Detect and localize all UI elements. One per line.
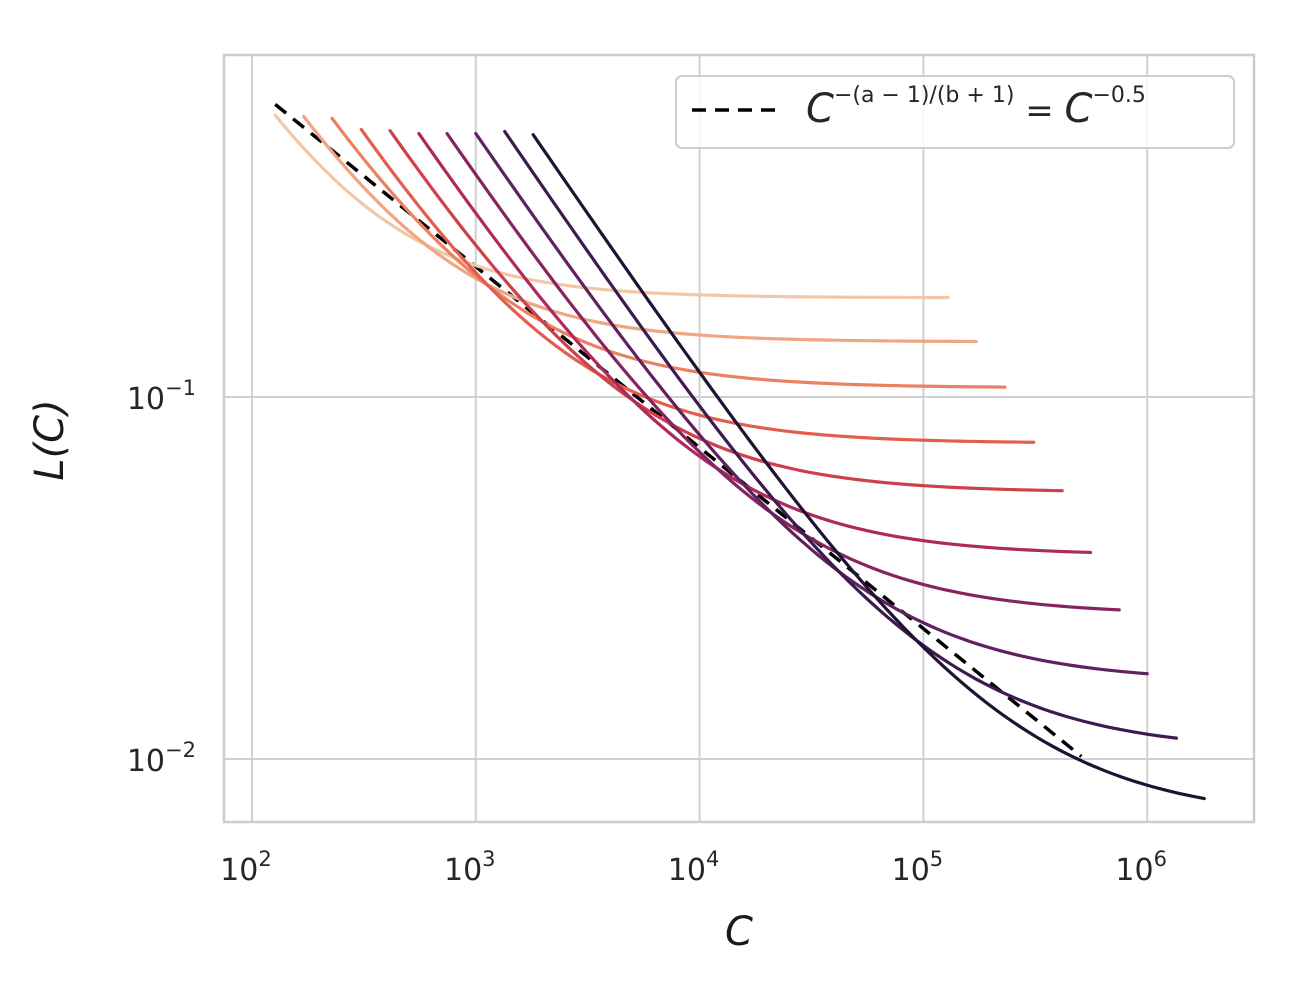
y-tick-base: 10: [127, 744, 165, 779]
x-tick-label: 104: [668, 847, 720, 888]
y-tick-exponent: −2: [165, 738, 196, 762]
plot-area: [224, 55, 1254, 822]
x-tick-exponent: 3: [482, 847, 495, 871]
legend-box: [675, 75, 1235, 149]
series-line-curve-7: [445, 131, 1121, 612]
legend-label-base: C: [806, 86, 834, 132]
x-tick-base: 10: [668, 853, 706, 888]
series-line-curve-8: [474, 131, 1149, 676]
y-axis-title: L(C): [27, 399, 73, 480]
y-tick-labels: 10−110−2: [127, 376, 196, 779]
series-line-curve-2: [301, 114, 978, 344]
legend-label-base2: C: [1065, 86, 1093, 132]
x-tick-exponent: 4: [706, 847, 719, 871]
plot-frame: [222, 53, 1256, 824]
x-tick-label: 102: [220, 847, 272, 888]
series-group: [273, 113, 1206, 801]
series-line-curve-1: [273, 113, 950, 300]
legend-label-equals: =: [1014, 91, 1064, 131]
y-tick-exponent: −1: [165, 376, 196, 400]
y-tick-label: 10−1: [127, 376, 196, 417]
x-tick-exponent: 5: [930, 847, 943, 871]
legend: C−(a − 1)/(b + 1) = C−0.5: [675, 75, 1235, 149]
y-gridlines: [224, 395, 1254, 761]
x-tick-exponent: 6: [1154, 847, 1167, 871]
legend-label: C−(a − 1)/(b + 1) = C−0.5: [806, 83, 1146, 132]
x-tick-base: 10: [892, 853, 930, 888]
y-tick-label: 10−2: [127, 738, 196, 779]
legend-label-exponent2: −0.5: [1092, 83, 1145, 108]
x-tick-label: 105: [892, 847, 944, 888]
x-tick-base: 10: [444, 853, 482, 888]
series-line-curve-4: [359, 127, 1036, 444]
x-tick-labels: 102 103 104 105 106: [220, 847, 1167, 888]
x-axis-title: C: [725, 909, 753, 955]
series-line-curve-6: [417, 131, 1093, 555]
x-tick-base: 10: [1115, 853, 1153, 888]
x-tick-label: 106: [1115, 847, 1167, 888]
series-line-curve-5: [388, 129, 1064, 493]
x-tick-label: 103: [444, 847, 496, 888]
y-tick-base: 10: [127, 382, 165, 417]
x-tick-base: 10: [220, 853, 258, 888]
x-tick-exponent: 2: [258, 847, 271, 871]
legend-label-exponent: −(a − 1)/(b + 1): [834, 83, 1014, 108]
series-line-curve-9: [503, 129, 1178, 740]
series-line-curve-10: [531, 133, 1206, 801]
